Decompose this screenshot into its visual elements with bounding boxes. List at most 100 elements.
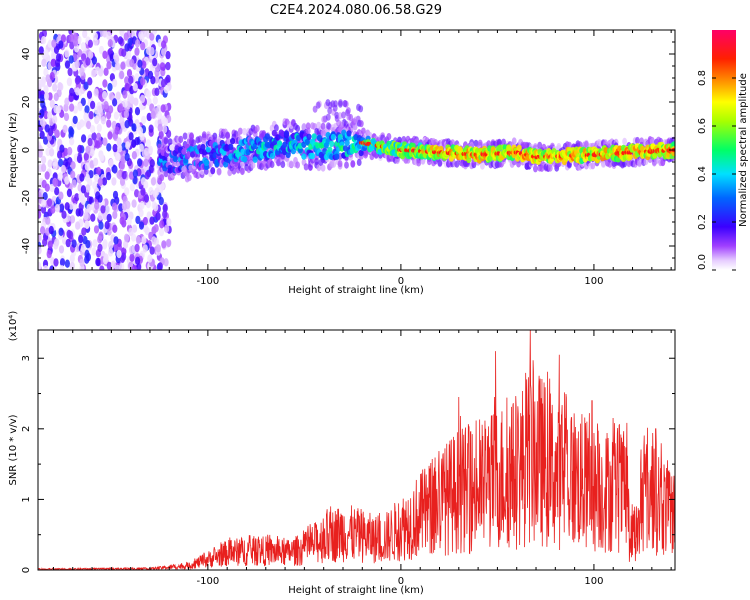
heatmap-cell [274,124,279,132]
heatmap-cell [123,32,129,41]
heatmap-cell [140,177,146,186]
heatmap-cell [86,90,93,100]
heatmap-cell [65,238,71,248]
heatmap-cell [342,100,348,108]
y-tick-label: 20 [21,96,32,109]
heatmap-cell [56,53,62,62]
heatmap-cell [102,50,108,59]
heatmap-cell [112,143,118,153]
heatmap-cell [98,221,104,230]
heatmap-cell [96,112,102,122]
heatmap-cell [122,90,128,99]
heatmap-cell [123,109,129,119]
heatmap-cell [47,159,53,168]
heatmap-cell [69,103,75,112]
heatmap-cell [108,241,114,250]
heatmap-cell [331,160,337,168]
heatmap-cell [48,225,54,235]
heatmap-cell [140,41,146,51]
heatmap-cell [191,139,197,147]
heatmap-cell [84,220,90,229]
heatmap-cell [114,196,120,205]
heatmap-cell [97,243,103,253]
heatmap-cell [46,249,52,259]
heatmap-cell [480,162,485,170]
heatmap-cell [139,94,146,104]
heatmap-cell [53,45,60,54]
heatmap-cell [107,82,113,92]
colorbar-tick-label: 0.4 [697,166,708,182]
heatmap-cell [113,236,119,245]
heatmap-cell [635,136,640,145]
heatmap-cell [38,210,42,219]
heatmap-cell [46,198,53,207]
heatmap-cell [150,76,156,85]
heatmap-cell [116,170,122,179]
heatmap-cell [87,77,93,86]
heatmap-cell [75,221,81,230]
heatmap-cell [325,99,331,107]
heatmap-cell [99,265,105,270]
heatmap-cell [59,258,66,267]
heatmap-cell [124,76,130,85]
heatmap-cell [159,220,165,229]
heatmap-cell [146,112,152,122]
heatmap-cell [124,43,130,52]
heatmap-cell [131,199,137,208]
heatmap-cell [75,208,81,217]
heatmap-cell [223,161,229,168]
heatmap-cell [98,68,104,77]
heatmap-cell [91,132,97,141]
heatmap-cell [118,103,124,112]
heatmap-cell [60,164,66,174]
heatmap-cell [590,162,596,170]
heatmap-cell [154,68,160,77]
heatmap-cell [225,131,231,139]
heatmap-cell [54,187,60,196]
heatmap-cell [134,47,140,56]
heatmap-cell [106,171,112,181]
heatmap-cell [92,32,98,41]
heatmap-cell [283,130,289,137]
heatmap-cell [69,127,75,137]
heatmap-cell [95,140,101,149]
heatmap-cell [157,143,163,151]
heatmap-cell [242,156,248,163]
heatmap-cell [84,105,90,114]
heatmap-cell [306,133,312,140]
heatmap-cell [156,104,162,114]
heatmap-cell [361,127,366,135]
heatmap-cell [627,153,634,160]
heatmap-cell [311,133,317,140]
heatmap-cell [128,132,134,141]
heatmap-cell [68,230,74,240]
heatmap-cell [137,59,143,68]
heatmap-cell [182,132,188,140]
heatmap-cell [140,77,146,86]
heatmap-cell [305,122,311,130]
heatmap-cell [141,236,147,245]
heatmap-cell [358,149,364,157]
heatmap-cell [129,96,135,105]
heatmap-cell [149,32,155,41]
heatmap-cell [150,177,156,186]
heatmap-cell [200,143,206,151]
heatmap-cell [107,131,113,140]
heatmap-cell [386,133,392,141]
spectrogram-xlabel: Height of straight line (km) [288,285,424,296]
heatmap-cell [129,253,135,262]
heatmap-cell [79,119,85,128]
x-tick-label: -100 [197,276,220,287]
heatmap-cell [671,141,675,148]
heatmap-cell [130,30,136,39]
heatmap-cell [155,212,161,221]
heatmap-cell [414,138,419,146]
heatmap-cell [148,186,154,196]
heatmap-cell [79,258,85,267]
heatmap-cell [214,160,220,167]
heatmap-cell [320,164,326,172]
heatmap-cell [128,171,135,180]
heatmap-cell [49,183,55,193]
heatmap-cell [81,53,87,62]
heatmap-cell [186,174,192,182]
